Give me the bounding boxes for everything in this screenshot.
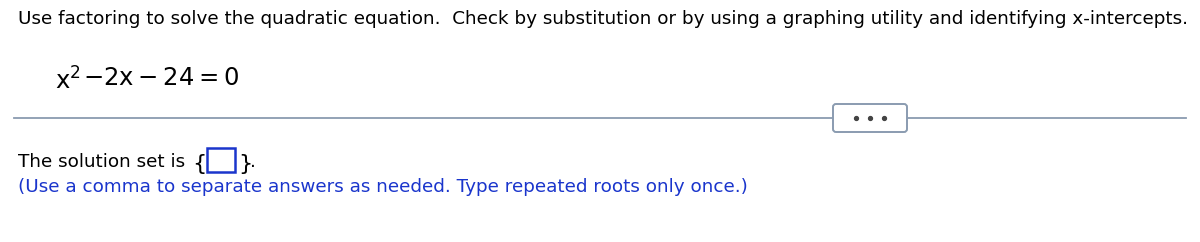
Text: $\mathregular{x}^{\mathregular{2}}$: $\mathregular{x}^{\mathregular{2}}$: [55, 67, 80, 94]
Text: .: .: [250, 153, 256, 171]
FancyBboxPatch shape: [833, 104, 907, 132]
FancyBboxPatch shape: [208, 148, 235, 172]
Text: (Use a comma to separate answers as needed. Type repeated roots only once.): (Use a comma to separate answers as need…: [18, 178, 748, 196]
Text: Use factoring to solve the quadratic equation.  Check by substitution or by usin: Use factoring to solve the quadratic equ…: [18, 10, 1188, 28]
Text: {: {: [192, 154, 206, 174]
Text: The solution set is: The solution set is: [18, 153, 191, 171]
Text: $\mathregular{- 2x - 24 = 0}$: $\mathregular{- 2x - 24 = 0}$: [83, 66, 239, 90]
Text: }: }: [238, 154, 252, 174]
